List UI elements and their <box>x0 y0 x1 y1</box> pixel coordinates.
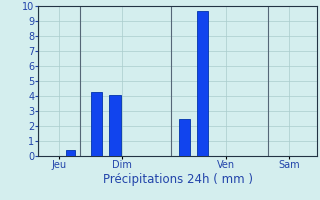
Bar <box>197 10 208 156</box>
Bar <box>91 92 102 156</box>
X-axis label: Précipitations 24h ( mm ): Précipitations 24h ( mm ) <box>103 173 252 186</box>
Bar <box>179 118 190 156</box>
Bar <box>66 150 75 156</box>
Bar <box>109 95 121 156</box>
